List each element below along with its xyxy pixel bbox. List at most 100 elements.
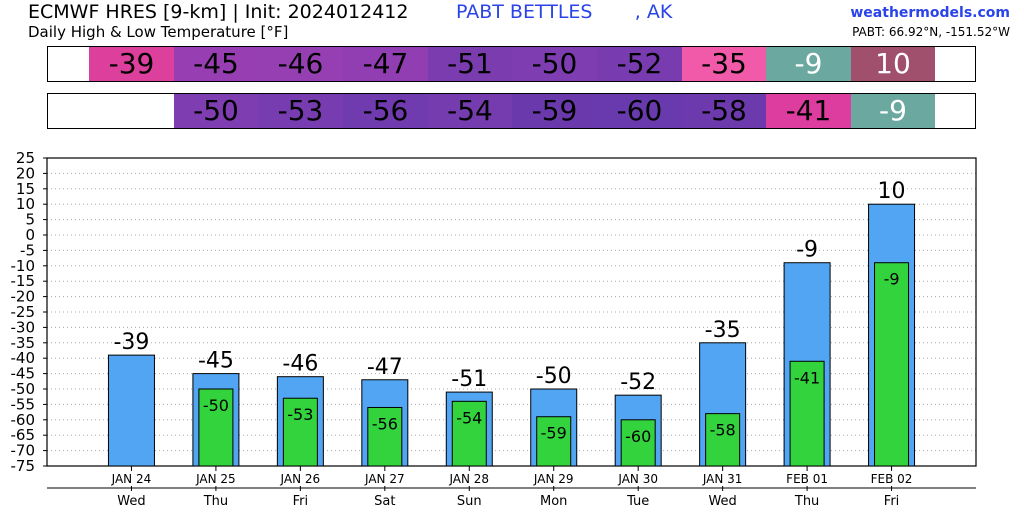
x-tick-label: FEB 02: [871, 472, 913, 486]
low-strip-cell: -54: [428, 94, 512, 128]
high-strip-cell: -39: [89, 47, 174, 81]
high-strip-cell: -47: [343, 47, 428, 81]
low-strip-cell: -56: [343, 94, 428, 128]
weekday-label: Fri: [293, 494, 309, 509]
station-coordinates: PABT: 66.92°N, -151.52°W: [852, 25, 1010, 39]
site-link[interactable]: weathermodels.com: [850, 5, 1010, 21]
low-strip-cell: -41: [766, 94, 851, 128]
low-strip-cell: -50: [174, 94, 258, 128]
plot-frame: [46, 157, 977, 467]
y-tick-label: -55: [11, 395, 36, 413]
low-strip-cell: -59: [512, 94, 597, 128]
x-tick-label: JAN 30: [617, 472, 658, 486]
y-tick-label: -10: [11, 257, 36, 275]
high-temp-label: -51: [451, 367, 487, 392]
station-name: PABT BETTLES , AK: [456, 1, 673, 23]
low-temp-label: -60: [625, 427, 651, 446]
weekday-label: Fri: [884, 494, 900, 509]
y-tick-label: -30: [11, 318, 36, 336]
low-temp-bar: [705, 413, 741, 467]
low-temp-label: -54: [456, 408, 482, 427]
low-temp-label: -58: [710, 421, 736, 440]
low-strip-cell: -9: [851, 94, 935, 128]
y-tick-label: 25: [16, 149, 35, 167]
high-strip-cell: -50: [512, 47, 597, 81]
low-temp-bar: [874, 262, 910, 467]
high-strip-cell: [935, 47, 975, 81]
x-tick-label: FEB 01: [786, 472, 828, 486]
weekday-label: Wed: [117, 494, 145, 509]
weekday-label: Sun: [457, 494, 482, 509]
low-temp-bar: [282, 397, 318, 467]
y-tick-label: -60: [11, 411, 36, 429]
x-tick-label: JAN 27: [364, 472, 405, 486]
x-tick-label: JAN 26: [280, 472, 321, 486]
y-tick-label: -45: [11, 365, 36, 383]
low-temp-label: -41: [794, 368, 820, 387]
high-temp-label: -50: [536, 364, 572, 389]
low-temp-bar: [789, 360, 825, 467]
y-tick-label: -20: [11, 288, 36, 306]
weekday-label: Sat: [374, 494, 395, 509]
y-tick-label: -15: [11, 272, 36, 290]
low-strip-cell: -53: [258, 94, 343, 128]
y-tick-label: -50: [11, 380, 36, 398]
weekday-label: Mon: [540, 494, 567, 509]
high-strip-cell: -51: [428, 47, 512, 81]
y-tick-label: -70: [11, 442, 36, 460]
chart-title: ECMWF HRES [9-km] | Init: 2024012412: [28, 1, 409, 23]
y-tick-label: -35: [11, 334, 36, 352]
low-temp-bar: [536, 416, 572, 467]
y-tick-label: -5: [20, 241, 35, 259]
y-tick-label: -25: [11, 303, 36, 321]
y-tick-label: 15: [16, 180, 35, 198]
high-temp-label: 10: [878, 179, 906, 204]
high-strip-cell: -45: [174, 47, 258, 81]
weekday-label: Tue: [626, 494, 649, 509]
high-temp-label: -52: [620, 370, 656, 395]
high-temp-bar: [107, 354, 155, 467]
y-tick-label: 10: [16, 195, 35, 213]
high-temp-label: -39: [113, 330, 149, 355]
low-strip-cell: [935, 94, 975, 128]
low-strip-cell: [48, 94, 89, 128]
low-temp-label: -50: [203, 396, 229, 415]
weekday-label: Wed: [708, 494, 736, 509]
low-temp-label: -53: [287, 405, 313, 424]
high-temp-label: -46: [282, 352, 318, 377]
low-temp-bar: [198, 388, 234, 467]
high-strip-cell: -46: [258, 47, 343, 81]
high-strip-cell: -35: [682, 47, 766, 81]
x-tick-label: JAN 28: [448, 472, 489, 486]
low-strip-cell: -60: [597, 94, 682, 128]
y-tick-label: -75: [11, 457, 36, 475]
weekday-label: Thu: [203, 494, 228, 509]
weekday-label: Thu: [794, 494, 819, 509]
x-tick-label: JAN 31: [702, 472, 743, 486]
x-tick-label: JAN 25: [195, 472, 236, 486]
low-temp-label: -9: [884, 270, 900, 289]
x-tick-label: JAN 24: [111, 472, 152, 486]
high-strip-cell: [48, 47, 89, 81]
high-temp-label: -9: [796, 238, 818, 263]
high-strip-cell: -52: [597, 47, 682, 81]
low-strip-cell: [89, 94, 174, 128]
high-strip-cell: -9: [766, 47, 851, 81]
x-tick-label: JAN 29: [533, 472, 574, 486]
high-strip-cell: 10: [851, 47, 935, 81]
y-tick-label: 0: [25, 226, 35, 244]
high-temp-label: -45: [198, 349, 234, 374]
low-temp-bar: [451, 400, 487, 467]
high-temperature-strip: -39 -45 -46 -47 -51 -50 -52 -35 -9 10: [47, 46, 976, 82]
low-temp-label: -59: [541, 424, 567, 443]
y-tick-label: 20: [16, 164, 35, 182]
y-tick-label: 5: [25, 211, 35, 229]
y-tick-label: -65: [11, 426, 36, 444]
low-temperature-strip: -50 -53 -56 -54 -59 -60 -58 -41 -9: [47, 93, 976, 129]
high-temp-label: -35: [705, 318, 741, 343]
low-strip-cell: -58: [682, 94, 766, 128]
y-tick-label: -40: [11, 349, 36, 367]
low-temp-label: -56: [372, 414, 398, 433]
high-temp-label: -47: [367, 355, 403, 380]
